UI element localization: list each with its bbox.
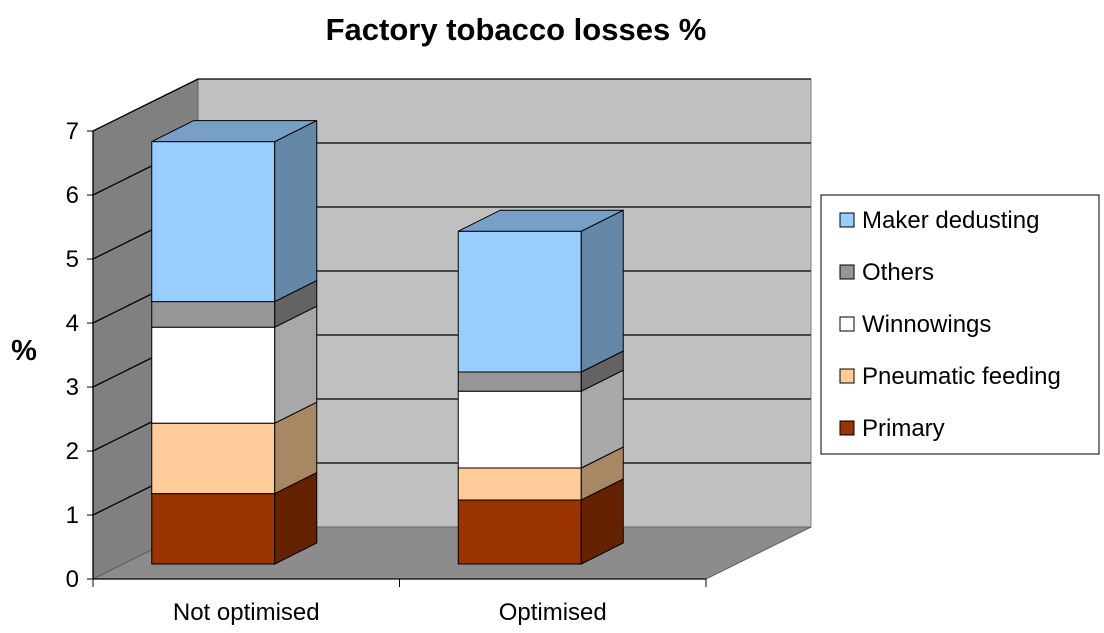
gridline <box>92 78 811 132</box>
legend-box <box>820 194 1100 455</box>
y-tick-label: 4 <box>66 310 79 337</box>
bar-segment-primary <box>151 493 276 565</box>
bar-segment-winnowings <box>151 326 276 424</box>
bar-side-maker-dedusting <box>274 119 318 303</box>
bar-side-maker-dedusting <box>580 209 624 373</box>
bar-segment-primary <box>457 499 582 565</box>
bar-top <box>151 120 317 143</box>
x-category-label: Not optimised <box>173 599 320 626</box>
x-axis: Not optimised Optimised <box>92 578 707 626</box>
legend-label-primary: Primary <box>862 415 945 442</box>
legend-label-maker-dedusting: Maker dedusting <box>862 207 1039 234</box>
legend-swatch-winnowings <box>839 316 855 332</box>
chart-title: Factory tobacco losses % <box>326 12 707 47</box>
y-tick-label: 2 <box>66 438 79 465</box>
bar-segment-maker-dedusting <box>457 230 582 373</box>
bar-segment-pneumatic-feeding <box>457 467 582 501</box>
bar-segment-maker-dedusting <box>151 141 276 303</box>
bar-segment-others <box>151 301 276 328</box>
y-tick-label: 1 <box>66 502 79 529</box>
legend-swatch-others <box>839 264 855 280</box>
y-tick-label: 3 <box>66 374 79 401</box>
legend-swatch-primary <box>839 420 855 436</box>
y-tick-label: 0 <box>66 566 79 593</box>
bar-stack <box>457 209 624 565</box>
bar-segment-winnowings <box>457 390 582 469</box>
y-axis-ticks: 0 1 2 3 4 5 6 7 <box>66 118 94 593</box>
y-axis-label: % <box>11 335 37 367</box>
bar-stack <box>151 119 318 565</box>
legend-swatch-maker-dedusting <box>839 212 855 228</box>
bars <box>151 119 624 565</box>
y-tick-label: 6 <box>66 182 79 209</box>
legend-swatch-pneumatic-feeding <box>839 368 855 384</box>
legend-label-winnowings: Winnowings <box>862 311 991 338</box>
y-tick-label: 5 <box>66 246 79 273</box>
legend-label-others: Others <box>862 259 934 286</box>
x-category-label: Optimised <box>499 599 607 626</box>
y-tick-label: 7 <box>66 118 79 145</box>
bar-segment-pneumatic-feeding <box>151 422 276 495</box>
legend: Maker dedusting Others Winnowings Pneumatic… <box>820 194 1100 455</box>
legend-label-pneumatic-feeding: Pneumatic feeding <box>862 363 1061 390</box>
bar-top <box>458 209 624 232</box>
bar-segment-others <box>457 371 582 392</box>
